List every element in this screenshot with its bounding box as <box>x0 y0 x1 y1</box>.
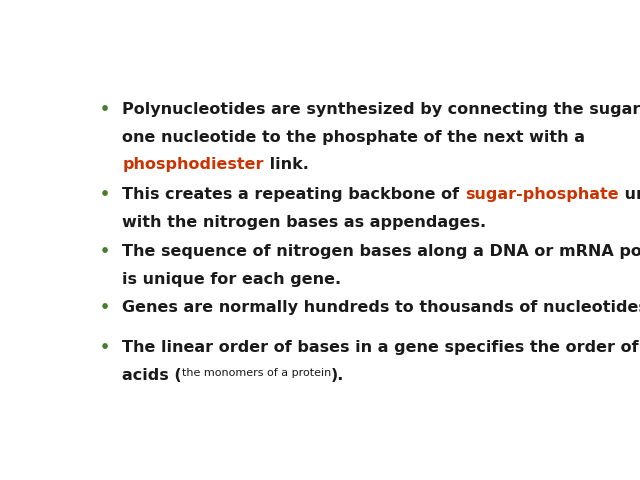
Text: link.: link. <box>264 157 308 172</box>
Text: the monomers of a protein: the monomers of a protein <box>182 368 331 378</box>
Text: This creates a repeating backbone of: This creates a repeating backbone of <box>122 187 465 202</box>
Text: •: • <box>100 102 110 117</box>
Text: Polynucleotides are synthesized by connecting the sugars of: Polynucleotides are synthesized by conne… <box>122 102 640 117</box>
Text: acids (: acids ( <box>122 368 182 383</box>
Text: The sequence of nitrogen bases along a DNA or mRNA polymer: The sequence of nitrogen bases along a D… <box>122 244 640 259</box>
Text: Genes are normally hundreds to thousands of nucleotides long.: Genes are normally hundreds to thousands… <box>122 300 640 315</box>
Text: ).: ). <box>331 368 344 383</box>
Text: The linear order of bases in a gene specifies the order of amino: The linear order of bases in a gene spec… <box>122 340 640 355</box>
Text: •: • <box>100 300 110 315</box>
Text: •: • <box>100 340 110 355</box>
Text: with the nitrogen bases as appendages.: with the nitrogen bases as appendages. <box>122 215 486 230</box>
Text: phosphodiester: phosphodiester <box>122 157 264 172</box>
Text: is unique for each gene.: is unique for each gene. <box>122 272 341 287</box>
Text: •: • <box>100 187 110 202</box>
Text: •: • <box>100 244 110 259</box>
Text: units: units <box>618 187 640 202</box>
Text: sugar-phosphate: sugar-phosphate <box>465 187 618 202</box>
Text: one nucleotide to the phosphate of the next with a: one nucleotide to the phosphate of the n… <box>122 130 585 144</box>
